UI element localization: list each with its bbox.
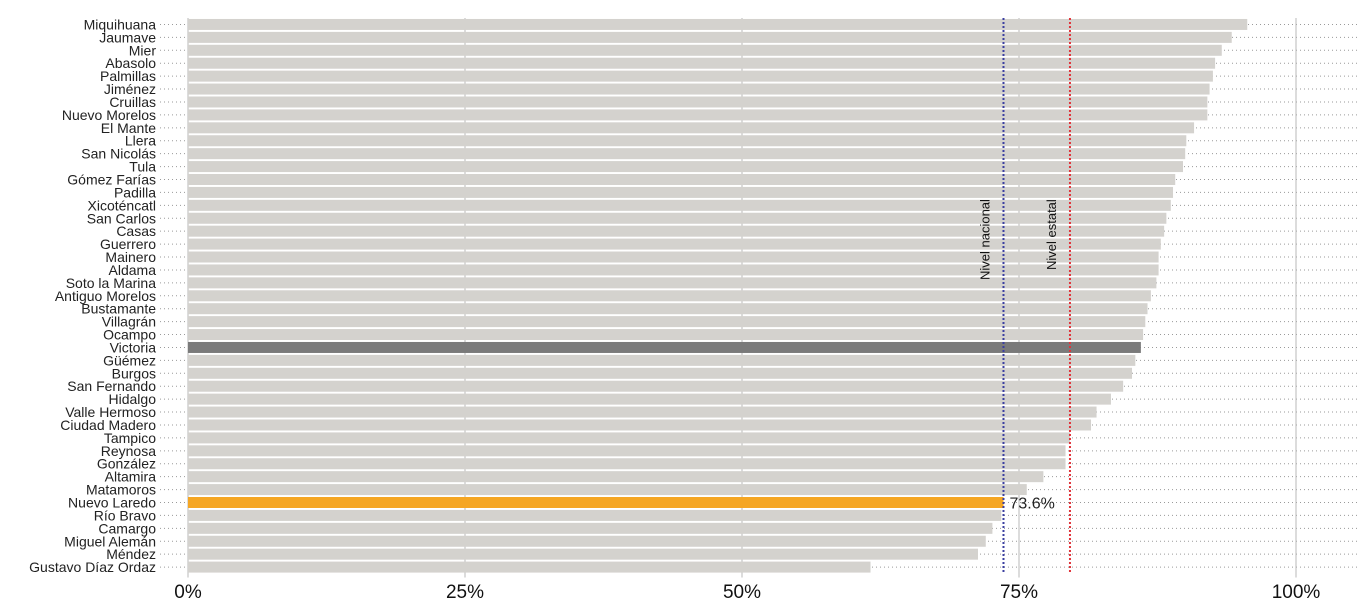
category-label: Méndez — [106, 546, 156, 562]
x-tick-label: 75% — [1000, 582, 1038, 601]
bar — [188, 238, 1161, 250]
bar — [188, 109, 1208, 121]
category-label: Nuevo Morelos — [62, 107, 156, 123]
category-label: Gustavo Díaz Ordaz — [29, 559, 156, 575]
category-label: Jaumave — [99, 29, 156, 45]
bar — [188, 251, 1159, 263]
bar — [188, 393, 1111, 405]
bar — [188, 380, 1124, 392]
category-label: San Nicolás — [81, 146, 156, 162]
category-label: Antiguo Morelos — [55, 288, 156, 304]
bar — [188, 277, 1157, 289]
category-label: Jiménez — [104, 81, 156, 97]
bar — [188, 458, 1066, 470]
bar — [188, 561, 871, 573]
bar — [188, 161, 1183, 173]
category-label: San Fernando — [67, 378, 156, 394]
bar — [188, 57, 1216, 69]
reference-line-label: Nivel nacional — [977, 199, 992, 280]
bar — [188, 367, 1133, 379]
bar — [188, 329, 1144, 341]
value-label: 73.6% — [1009, 496, 1054, 513]
bar — [188, 44, 1222, 56]
category-label: Miguel Alemán — [64, 533, 156, 549]
bar — [188, 186, 1174, 198]
bar — [188, 535, 986, 547]
category-label: Ocampo — [103, 327, 156, 343]
bar — [188, 509, 1002, 521]
category-label: Güémez — [103, 352, 156, 368]
category-label: Reynosa — [101, 443, 156, 459]
category-label: Tula — [129, 159, 156, 175]
category-label: Bustamante — [81, 301, 156, 317]
bar — [188, 148, 1186, 160]
bar — [188, 548, 979, 560]
bar — [188, 290, 1151, 302]
category-label: Matamoros — [86, 482, 156, 498]
bar — [188, 406, 1097, 418]
category-label: Camargo — [98, 520, 156, 536]
category-label: Río Bravo — [94, 507, 156, 523]
x-tick-label: 100% — [1272, 582, 1321, 601]
bar — [188, 135, 1187, 147]
bar — [188, 471, 1044, 483]
category-label: Casas — [116, 223, 156, 239]
category-label: Soto la Marina — [66, 275, 156, 291]
category-label: Abasolo — [105, 55, 156, 71]
category-label: Ciudad Madero — [60, 417, 156, 433]
bar — [188, 83, 1210, 95]
category-label: González — [97, 456, 156, 472]
category-label: Gómez Farías — [67, 172, 156, 188]
bar — [188, 96, 1208, 108]
x-axis-ticks-layer: 0% 25% 50% 75% 100% — [174, 582, 1320, 601]
category-label: San Carlos — [87, 210, 156, 226]
bar — [188, 18, 1248, 30]
category-label: Aldama — [109, 262, 157, 278]
reference-line-label: Nivel estatal — [1044, 199, 1059, 270]
category-label: El Mante — [101, 120, 156, 136]
category-label: Padilla — [114, 184, 156, 200]
category-label: Cruillas — [109, 94, 156, 110]
bar — [188, 174, 1176, 185]
category-label: Palmillas — [100, 68, 156, 84]
bar — [188, 497, 1004, 508]
bar — [188, 70, 1213, 82]
bar — [188, 122, 1195, 134]
category-label: Mainero — [105, 249, 156, 265]
category-label: Victoria — [110, 339, 157, 355]
bar — [188, 341, 1141, 353]
bar — [188, 31, 1232, 43]
category-label: Tampico — [104, 430, 156, 446]
category-label: Burgos — [112, 365, 156, 381]
bar — [188, 484, 1027, 496]
bar — [188, 316, 1146, 328]
x-tick-label: 50% — [723, 582, 761, 601]
bar — [188, 303, 1148, 315]
bar — [188, 225, 1165, 237]
category-label: Altamira — [105, 469, 157, 485]
category-label: Valle Hermoso — [65, 404, 156, 420]
category-labels-layer: MiquihuanaJaumaveMierAbasoloPalmillasJim… — [29, 16, 1055, 575]
category-label: Llera — [125, 133, 156, 149]
category-label: Nuevo Laredo — [68, 495, 156, 511]
reference-lines-layer: Nivel nacional Nivel estatal — [977, 18, 1071, 574]
bar — [188, 354, 1136, 366]
bar — [188, 419, 1092, 431]
category-label: Hidalgo — [109, 391, 157, 407]
bar — [188, 522, 993, 534]
category-label: Mier — [129, 42, 157, 58]
bar — [188, 199, 1171, 211]
x-tick-label: 0% — [174, 582, 202, 601]
category-label: Xicoténcatl — [88, 197, 156, 213]
bar — [188, 264, 1159, 276]
bar — [188, 445, 1066, 457]
category-label: Guerrero — [100, 236, 156, 252]
category-label: Miquihuana — [84, 16, 157, 32]
bar — [188, 432, 1070, 444]
bars-layer — [188, 18, 1248, 573]
category-label: Villagrán — [102, 314, 156, 330]
x-tick-label: 25% — [446, 582, 484, 601]
bar — [188, 212, 1167, 224]
